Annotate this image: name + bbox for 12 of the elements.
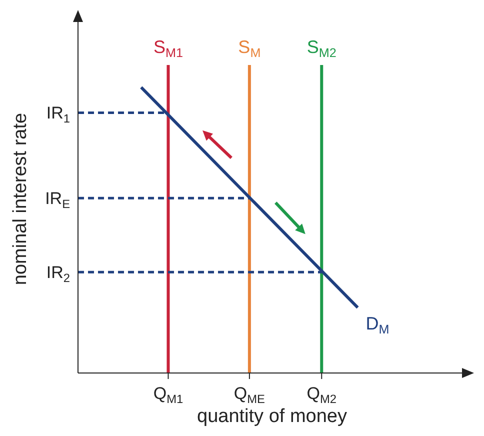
ref-line-label: S$_{M2}$ bbox=[306, 37, 336, 60]
y-axis-title: nominal interest rate bbox=[10, 112, 31, 286]
ref-line-label: S$_{M1}$ bbox=[153, 37, 183, 60]
x-tick-label: Q$_{M2}$ bbox=[306, 384, 337, 406]
series-label: IR$_{2}$ bbox=[46, 263, 70, 285]
series-label: IR$_{1}$ bbox=[46, 104, 70, 126]
series-label: IR$_{E}$ bbox=[45, 189, 70, 211]
series-label: D$_{M}$ bbox=[366, 314, 390, 336]
x-axis-title: quantity of money bbox=[197, 406, 348, 427]
x-tick-label: Q$_{ME}$ bbox=[234, 384, 266, 406]
x-tick-label: Q$_{M1}$ bbox=[153, 384, 184, 406]
ref-line-label: S$_{M}$ bbox=[238, 37, 261, 60]
